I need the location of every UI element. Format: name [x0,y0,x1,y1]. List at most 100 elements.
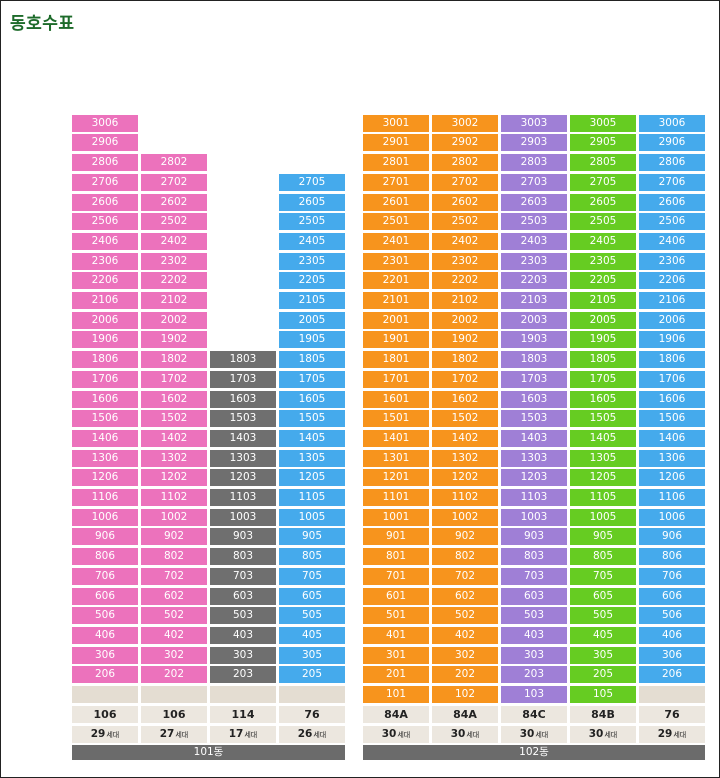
unit-cell: 2105 [279,292,345,309]
unit-count-label: 30세대 [432,726,498,743]
unit-cell: 1905 [570,331,636,349]
unit-cell: 2901 [363,134,429,152]
unit-cell: 1606 [639,390,705,408]
unit-cell: 505 [279,607,345,625]
unit-cell: 1702 [432,370,498,388]
unit-cell: 1105 [279,489,345,506]
unit-cell: 1806 [639,351,705,369]
unit-count-label: 30세대 [570,726,636,743]
unit-cell: 1802 [432,351,498,369]
unit-cell: 2606 [639,193,705,211]
unit-cell: 506 [72,607,138,625]
unit-cell: 2602 [141,193,207,211]
unit-cell: 502 [432,607,498,625]
unit-cell: 2806 [72,154,138,172]
unit-count-suffix: 세대 [604,731,618,739]
unit-cell: 2101 [363,292,429,309]
unit-count-suffix: 세대 [313,731,327,739]
unit-count-label: 29세대 [639,726,705,743]
unit-count-label: 26세대 [279,726,345,743]
unit-cell: 905 [279,528,345,546]
unit-count-suffix: 세대 [397,731,411,739]
unit-cell: 2905 [570,134,636,152]
unit-cell: 1801 [363,351,429,369]
unit-cell: 206 [639,666,705,684]
unit-cell: 2606 [72,193,138,211]
unit-cell: 2506 [639,213,705,231]
unit-cell: 303 [210,646,276,664]
unit-cell: 2505 [279,213,345,231]
unit-cell: 2003 [501,311,567,329]
area-type-label: 76 [639,706,705,723]
unit-cell: 1203 [210,469,276,487]
building-name-bar: 102동 [363,745,705,760]
unit-cell: 1101 [363,489,429,506]
unit-count-number: 29 [90,728,106,740]
unit-cell: 1303 [501,449,567,467]
unit-cell: 2602 [432,193,498,211]
unit-cell: 2102 [141,292,207,309]
unit-cell: 206 [72,666,138,684]
unit-count-suffix: 세대 [673,731,687,739]
area-type-label: 84A [363,706,429,723]
unit-cell: 2402 [141,232,207,250]
unit-cell: 702 [141,567,207,585]
unit-count-label: 30세대 [501,726,567,743]
unit-cell: 2303 [501,252,567,270]
unit-cell: 301 [363,646,429,664]
unit-cell: 902 [141,528,207,546]
unit-cell: 902 [432,528,498,546]
unit-cell: 1302 [141,449,207,467]
unit-cell: 2005 [570,311,636,329]
area-type-label: 76 [279,706,345,723]
unit-cell: 1602 [141,390,207,408]
empty-unit-slot [72,686,138,703]
unit-cell: 906 [72,528,138,546]
unit-cell: 303 [501,646,567,664]
unit-cell: 601 [363,587,429,605]
unit-cell: 2305 [279,252,345,270]
unit-cell: 2702 [432,173,498,191]
empty-unit-slot [279,686,345,703]
unit-cell: 1406 [639,429,705,447]
unit-cell: 703 [501,567,567,585]
unit-cell: 703 [210,567,276,585]
unit-count-label: 27세대 [141,726,207,743]
unit-cell: 1805 [570,351,636,369]
unit-cell: 903 [210,528,276,546]
unit-cell: 805 [570,548,636,566]
unit-cell: 1902 [141,331,207,349]
unit-cell: 2501 [363,213,429,231]
unit-cell: 901 [363,528,429,546]
unit-cell: 2005 [279,311,345,329]
unit-cell: 1302 [432,449,498,467]
area-type-label: 84B [570,706,636,723]
unit-cell: 1503 [210,410,276,428]
unit-cell: 1406 [72,429,138,447]
unit-cell: 2802 [432,154,498,172]
unit-cell: 606 [639,587,705,605]
unit-cell: 2406 [72,232,138,250]
unit-cell: 1003 [501,508,567,526]
unit-cell: 205 [279,666,345,684]
unit-cell: 101 [363,686,429,703]
unit-cell: 2701 [363,173,429,191]
unit-cell: 1701 [363,370,429,388]
unit-cell: 1805 [279,351,345,369]
unit-cell: 202 [432,666,498,684]
unit-cell: 2402 [432,232,498,250]
unit-cell: 1203 [501,469,567,487]
unit-cell: 401 [363,626,429,644]
unit-cell: 1802 [141,351,207,369]
unit-cell: 2706 [72,173,138,191]
unit-cell: 1205 [279,469,345,487]
unit-cell: 2903 [501,134,567,152]
unit-cell: 1005 [570,508,636,526]
unit-cell: 1703 [210,370,276,388]
unit-count-number: 30 [450,728,466,740]
unit-cell: 502 [141,607,207,625]
unit-cell: 1506 [72,410,138,428]
unit-cell: 2405 [570,232,636,250]
unit-cell: 2002 [432,311,498,329]
unit-cell: 202 [141,666,207,684]
